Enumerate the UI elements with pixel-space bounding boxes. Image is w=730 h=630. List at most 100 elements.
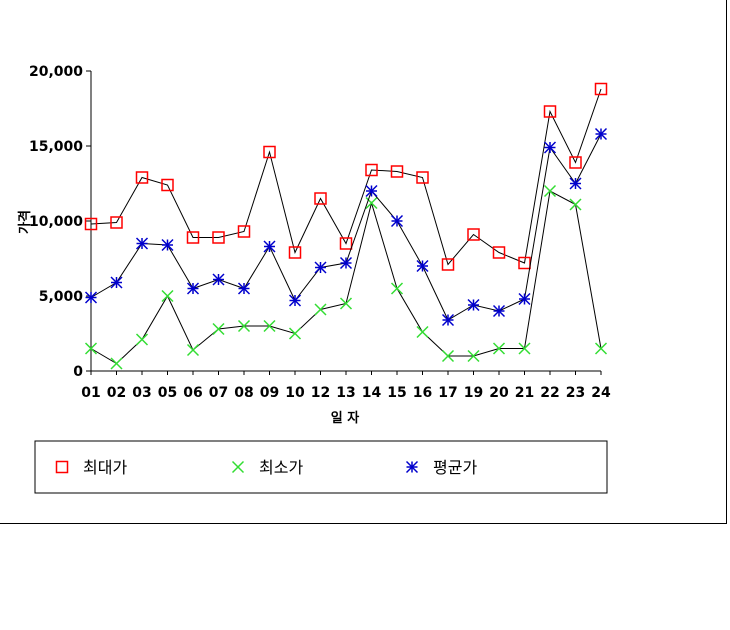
x-axis-ticks: 01 02 03 05 06 07 08 09 10 12 13 14 15 16 17 19 20 21 22 23… <box>81 371 611 401</box>
x-tick-label: 23 <box>566 385 585 401</box>
data-point <box>263 319 276 333</box>
data-point <box>339 237 353 250</box>
data-point <box>161 289 174 303</box>
data-point <box>594 342 608 355</box>
legend-label: 최소가 <box>259 458 303 477</box>
data-point <box>569 198 582 211</box>
series-line <box>90 133 602 321</box>
series-2 <box>84 184 608 370</box>
x-axis-title: 일 자 <box>331 411 359 426</box>
x-tick-label: 20 <box>489 385 509 401</box>
data-point <box>339 256 353 270</box>
legend-item: 평균가 <box>405 458 477 477</box>
data-point <box>569 156 582 169</box>
data-point <box>212 322 225 336</box>
data-point <box>161 238 174 252</box>
x-tick-label: 08 <box>234 385 253 401</box>
data-point <box>441 349 455 363</box>
data-point <box>390 282 404 295</box>
data-point <box>365 163 378 177</box>
x-tick-label: 15 <box>387 385 406 401</box>
legend-item: 최소가 <box>231 458 303 477</box>
data-point <box>263 145 276 159</box>
data-point <box>569 177 582 190</box>
data-point <box>288 246 302 259</box>
data-point <box>186 343 200 357</box>
x-tick-label: 05 <box>158 385 177 401</box>
data-point <box>263 240 276 253</box>
data-point <box>543 105 557 118</box>
data-point <box>237 225 251 238</box>
data-point <box>110 357 123 370</box>
data-point <box>467 298 480 312</box>
data-point <box>518 342 531 355</box>
x-tick-label: 07 <box>209 385 228 401</box>
data-point <box>543 184 557 198</box>
data-point <box>467 349 480 363</box>
data-point <box>84 291 98 304</box>
legend-label: 최대가 <box>83 458 127 477</box>
data-point <box>161 178 174 192</box>
x-tick-label: 21 <box>515 385 534 401</box>
legend-marker <box>55 460 69 474</box>
x-tick-label: 03 <box>132 385 151 401</box>
data-point <box>110 216 123 229</box>
y-axis-title: 가격 <box>18 210 33 234</box>
series-line <box>90 190 602 365</box>
data-point <box>467 228 480 241</box>
x-tick-label: 01 <box>81 385 100 401</box>
x-tick-label: 02 <box>107 385 126 401</box>
data-point <box>518 256 531 270</box>
data-point <box>390 165 404 178</box>
data-point <box>135 237 149 250</box>
data-point <box>492 304 506 318</box>
legend: 최대가 최소가 평균가 <box>34 440 608 494</box>
data-point <box>492 342 506 355</box>
x-tick-label: 19 <box>464 385 483 401</box>
data-point <box>110 276 123 289</box>
data-point <box>212 231 225 244</box>
data-point <box>441 258 455 271</box>
data-point <box>237 319 251 333</box>
data-point <box>543 141 557 154</box>
series-3 <box>84 127 608 327</box>
data-point <box>186 282 200 295</box>
y-tick-label: 20,000 <box>29 64 83 80</box>
data-point <box>288 327 302 340</box>
data-point <box>212 273 225 286</box>
data-point <box>416 171 429 184</box>
data-point <box>390 214 404 228</box>
x-tick-label: 22 <box>540 385 559 401</box>
data-point <box>186 231 200 244</box>
data-point <box>365 184 378 198</box>
x-tick-label: 16 <box>413 385 432 401</box>
x-tick-label: 17 <box>438 385 457 401</box>
data-point <box>288 294 302 307</box>
y-tick-label: 0 <box>73 364 83 380</box>
x-tick-label: 10 <box>285 385 305 401</box>
data-point <box>135 333 149 346</box>
axes <box>90 71 601 372</box>
data-point <box>314 261 327 274</box>
y-tick-label: 10,000 <box>29 214 83 230</box>
data-point <box>84 342 98 355</box>
legend-item: 최대가 <box>55 458 127 477</box>
data-point <box>237 282 251 295</box>
legend-marker <box>231 460 245 474</box>
x-tick-label: 14 <box>362 385 382 401</box>
y-axis-ticks: 0 5,000 10,000 15,000 20,000 <box>29 64 91 380</box>
data-point <box>441 313 455 327</box>
legend-marker <box>405 460 419 474</box>
data-point <box>84 217 98 231</box>
chart-frame <box>0 0 727 524</box>
y-tick-label: 15,000 <box>29 139 83 155</box>
y-tick-label: 5,000 <box>39 289 84 305</box>
x-tick-label: 09 <box>260 385 279 401</box>
data-point <box>518 292 531 306</box>
data-point <box>492 246 506 259</box>
data-point <box>135 171 149 184</box>
legend-label: 평균가 <box>433 458 477 477</box>
data-point <box>314 192 327 205</box>
legend-box <box>34 440 608 494</box>
